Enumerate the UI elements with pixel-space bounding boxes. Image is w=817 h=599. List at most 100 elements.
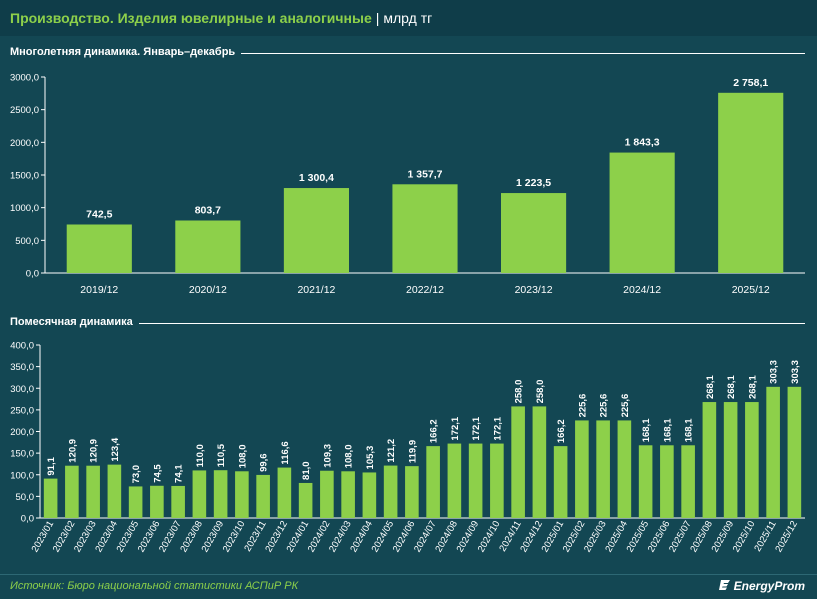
data-label: 91,1: [46, 456, 57, 475]
x-tick-label: 2019/12: [80, 284, 118, 296]
data-label: 168,1: [641, 418, 652, 442]
bar: [511, 406, 525, 518]
bar: [447, 443, 462, 518]
data-label: 225,6: [577, 394, 588, 418]
data-label: 110,0: [195, 444, 206, 467]
data-label: 73,0: [131, 465, 142, 484]
bar: [426, 446, 440, 518]
y-tick-label: 150,0: [10, 449, 34, 460]
bar: [745, 402, 759, 518]
x-tick-label: 2020/12: [189, 284, 227, 296]
section-title-annual: Многолетняя динамика. Январь–декабрь: [10, 46, 242, 58]
bar: [638, 445, 653, 518]
section-title-monthly: Помесячная динамика: [10, 316, 139, 328]
bar: [362, 472, 377, 518]
data-label: 166,2: [429, 419, 440, 443]
bar: [723, 402, 738, 518]
y-tick-label: 2000,0: [10, 138, 39, 149]
data-label: 123,4: [110, 437, 121, 461]
bar: [575, 420, 589, 518]
data-label: 1 300,4: [299, 172, 334, 184]
data-label: 225,6: [620, 394, 631, 418]
y-tick-label: 250,0: [10, 405, 34, 416]
data-label: 168,1: [684, 418, 695, 442]
energyprom-logo-icon: [718, 580, 730, 590]
data-label: 172,1: [450, 416, 461, 440]
header-bar: Производство. Изделия ювелирные и аналог…: [0, 0, 817, 36]
data-label: 1 357,7: [407, 168, 442, 180]
bar: [532, 406, 547, 518]
data-label: 172,1: [492, 416, 503, 440]
bar: [660, 445, 674, 518]
data-label: 116,6: [280, 441, 291, 464]
page-title: Производство. Изделия ювелирные и аналог…: [10, 10, 432, 26]
bar: [86, 465, 100, 518]
data-label: 2 758,1: [733, 77, 768, 89]
y-tick-label: 0,0: [26, 269, 39, 280]
y-tick-label: 300,0: [10, 384, 34, 395]
data-label: 119,9: [407, 440, 418, 463]
bar: [283, 188, 349, 273]
data-label: 110,5: [216, 443, 227, 467]
data-label: 108,0: [237, 445, 248, 469]
bar: [107, 464, 122, 518]
data-label: 99,6: [259, 453, 270, 472]
y-tick-label: 2500,0: [10, 105, 39, 116]
data-label: 121,2: [386, 439, 397, 463]
bar: [609, 152, 675, 273]
bar: [617, 420, 632, 518]
bar: [596, 420, 610, 518]
y-tick-label: 100,0: [10, 470, 34, 481]
bar: [490, 443, 504, 518]
bar: [553, 446, 568, 518]
bar: [277, 467, 292, 518]
bar: [43, 478, 58, 518]
data-label: 1 843,3: [625, 137, 660, 149]
y-tick-label: 400,0: [10, 341, 34, 352]
title-text: Производство. Изделия ювелирные и аналог…: [10, 10, 372, 26]
data-label: 172,1: [471, 416, 482, 440]
bar: [256, 474, 270, 518]
x-tick-label: 2021/12: [297, 284, 335, 296]
bar: [235, 471, 249, 518]
data-label: 225,6: [599, 394, 610, 418]
data-label: 81,0: [301, 461, 312, 480]
title-unit: млрд тг: [383, 10, 433, 26]
bar: [150, 485, 164, 518]
y-tick-label: 1500,0: [10, 171, 39, 182]
bar: [192, 470, 207, 518]
data-label: 74,5: [152, 464, 163, 483]
y-tick-label: 1000,0: [10, 203, 39, 214]
y-tick-label: 200,0: [10, 427, 34, 438]
data-label: 109,3: [322, 444, 333, 468]
title-separator: |: [375, 10, 380, 26]
data-label: 108,0: [344, 445, 355, 469]
bar: [501, 193, 567, 273]
y-tick-label: 0,0: [21, 514, 34, 525]
data-label: 268,1: [705, 375, 716, 399]
data-label: 74,1: [174, 464, 185, 483]
bar: [766, 386, 780, 518]
data-label: 258,0: [535, 380, 546, 404]
data-label: 166,2: [556, 419, 567, 443]
data-label: 803,7: [195, 204, 221, 216]
bar: [392, 184, 458, 273]
section-divider-annual: [10, 53, 805, 54]
data-label: 120,9: [67, 439, 78, 463]
bar: [175, 220, 241, 273]
section-divider-monthly: [10, 323, 805, 324]
bar: [65, 465, 79, 518]
bar: [171, 485, 185, 518]
data-label: 742,5: [86, 208, 112, 220]
bar: [468, 443, 483, 518]
bar: [341, 471, 355, 518]
bar: [298, 482, 313, 518]
brand-logo: EnergyProm: [718, 579, 805, 593]
x-tick-label: 2022/12: [406, 284, 444, 296]
x-tick-label: 2023/12: [515, 284, 553, 296]
bar: [405, 466, 419, 518]
data-label: 258,0: [514, 380, 525, 404]
data-label: 1 223,5: [516, 177, 551, 189]
